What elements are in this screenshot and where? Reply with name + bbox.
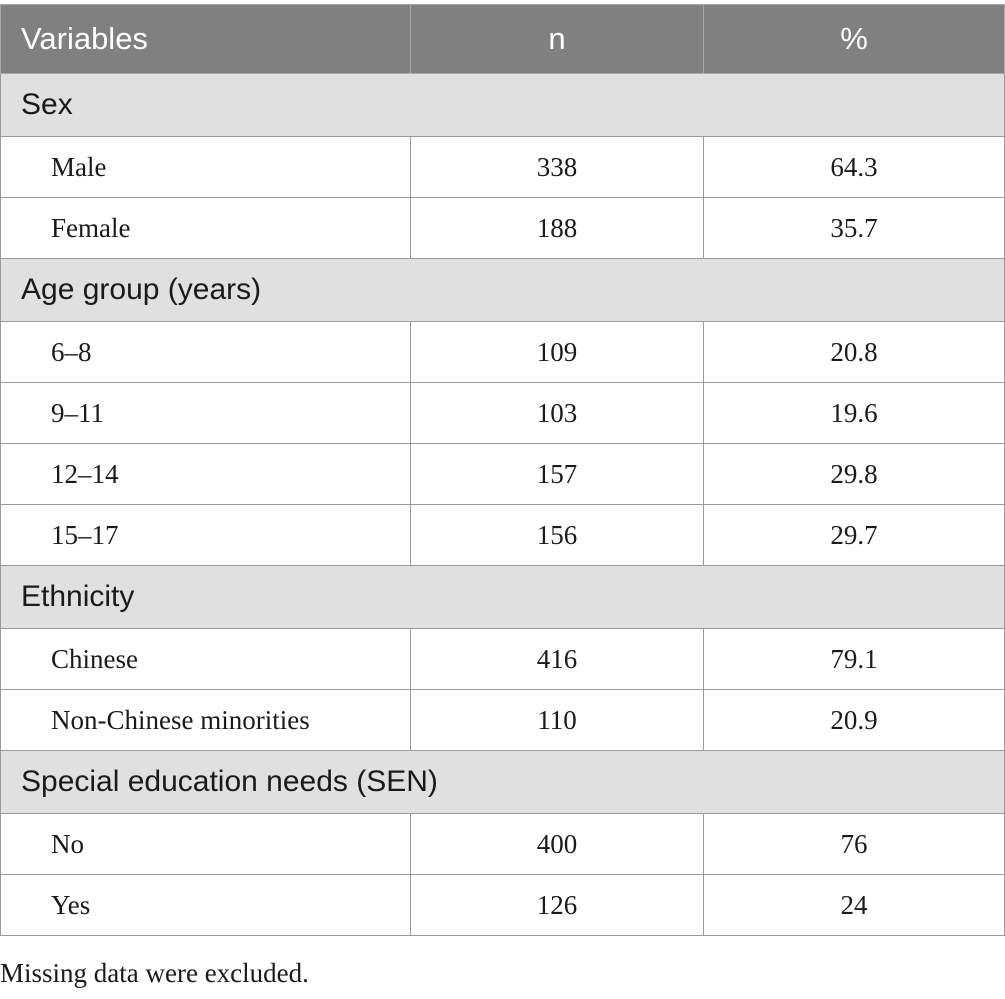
row-percent: 20.8	[703, 321, 1005, 383]
row-percent: 24	[703, 874, 1005, 936]
row-n: 109	[410, 321, 704, 383]
row-percent: 20.9	[703, 689, 1005, 751]
row-label: 12–14	[0, 443, 411, 505]
header-percent: %	[703, 4, 1005, 74]
row-percent: 76	[703, 813, 1005, 875]
table-footnote: Missing data were excluded.	[0, 958, 309, 988]
row-n: 338	[410, 136, 704, 198]
header-variables: Variables	[0, 4, 411, 74]
table-row: Yes 126 24	[0, 874, 1005, 936]
row-n: 126	[410, 874, 704, 936]
row-label: 9–11	[0, 382, 411, 444]
row-label: No	[0, 813, 411, 875]
table-row: Chinese 416 79.1	[0, 628, 1005, 690]
table-row: No 400 76	[0, 813, 1005, 875]
row-n: 157	[410, 443, 704, 505]
group-title: Sex	[0, 73, 1005, 137]
row-percent: 19.6	[703, 382, 1005, 444]
group-title: Age group (years)	[0, 258, 1005, 322]
group-row-age: Age group (years)	[0, 258, 1005, 322]
table-row: 12–14 157 29.8	[0, 443, 1005, 505]
group-row-sex: Sex	[0, 73, 1005, 137]
row-label: Yes	[0, 874, 411, 936]
row-label: 15–17	[0, 504, 411, 566]
row-n: 400	[410, 813, 704, 875]
header-row: Variables n %	[0, 4, 1005, 74]
row-label: 6–8	[0, 321, 411, 383]
group-row-sen: Special education needs (SEN)	[0, 750, 1005, 814]
row-percent: 64.3	[703, 136, 1005, 198]
row-label: Non-Chinese minorities	[0, 689, 411, 751]
row-label: Female	[0, 197, 411, 259]
row-n: 188	[410, 197, 704, 259]
row-label: Male	[0, 136, 411, 198]
row-label: Chinese	[0, 628, 411, 690]
table-row: Female 188 35.7	[0, 197, 1005, 259]
table-row: 6–8 109 20.8	[0, 321, 1005, 383]
row-percent: 29.8	[703, 443, 1005, 505]
row-percent: 79.1	[703, 628, 1005, 690]
row-n: 416	[410, 628, 704, 690]
row-percent: 29.7	[703, 504, 1005, 566]
row-n: 156	[410, 504, 704, 566]
header-n: n	[410, 4, 704, 74]
group-title: Special education needs (SEN)	[0, 750, 1005, 814]
table-row: 9–11 103 19.6	[0, 382, 1005, 444]
row-n: 103	[410, 382, 704, 444]
demographics-table: Variables n % Sex Male 338 64.3 Female 1…	[0, 4, 1005, 936]
table-row: 15–17 156 29.7	[0, 504, 1005, 566]
group-title: Ethnicity	[0, 565, 1005, 629]
table-row: Male 338 64.3	[0, 136, 1005, 198]
row-percent: 35.7	[703, 197, 1005, 259]
table-row: Non-Chinese minorities 110 20.9	[0, 689, 1005, 751]
group-row-ethnicity: Ethnicity	[0, 565, 1005, 629]
row-n: 110	[410, 689, 704, 751]
